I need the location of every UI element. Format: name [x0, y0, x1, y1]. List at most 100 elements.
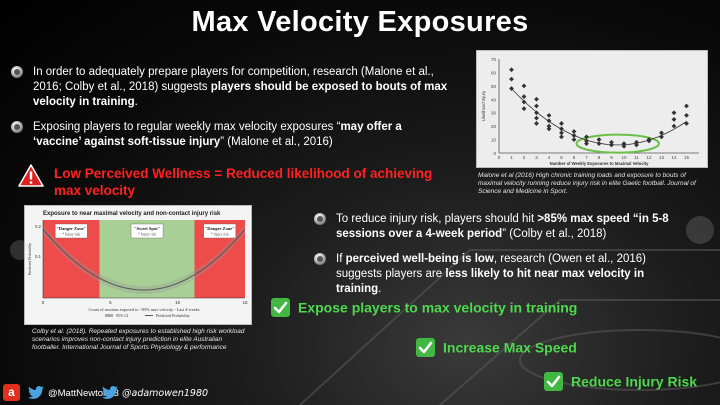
- confidence-band: [43, 225, 245, 294]
- twitter-handle-matt[interactable]: @MattNewton93: [48, 388, 119, 399]
- legend-predicted: Predicted Probability: [156, 313, 190, 318]
- y-tick-label: 50: [491, 84, 497, 89]
- x-tick-label: 14: [671, 155, 677, 160]
- y-tick-label: 30: [491, 111, 497, 116]
- x-tick-label: 2: [523, 155, 526, 160]
- zone-note: * Injury risk: [62, 233, 80, 237]
- data-point: [621, 143, 627, 149]
- data-point: [634, 142, 639, 148]
- bullet-injury-risk: To reduce injury risk, players should hi…: [314, 212, 676, 242]
- legend-ci: 95% CI: [116, 313, 129, 318]
- y-axis-label: Likelihood Injury: [481, 90, 486, 121]
- x-tick-label: 5: [109, 300, 112, 305]
- data-point: [509, 76, 514, 82]
- twitter-handle-adam[interactable]: @adamowen1980: [122, 388, 209, 399]
- data-point: [659, 130, 664, 136]
- checkmark-icon: [544, 372, 563, 391]
- zone-label: "Danger Zone": [205, 226, 235, 231]
- x-tick-label: 11: [634, 155, 639, 160]
- data-point: [684, 103, 689, 109]
- x-tick-label: 1: [510, 155, 513, 160]
- data-point: [559, 134, 564, 140]
- data-point: [559, 121, 564, 126]
- bullet-icon: [314, 253, 326, 265]
- zone-label-box: [55, 223, 88, 239]
- wellness-warning: Low Perceived Wellness = Reduced likelih…: [54, 166, 433, 198]
- optimal-zone-highlight: [575, 133, 660, 154]
- bullet-research: In order to adequately prepare players f…: [11, 65, 453, 110]
- bullet-wellbeing: If perceived well-being is low, research…: [314, 252, 676, 297]
- footer-credits: a @MattNewton93 @adamowen1980: [0, 384, 360, 404]
- data-point: [671, 110, 677, 116]
- data-point: [571, 137, 577, 142]
- data-point: [521, 106, 527, 112]
- zone-label-box: [203, 223, 236, 239]
- x-tick-label: 0: [42, 300, 45, 305]
- legend-ci-swatch: [105, 314, 113, 317]
- data-point: [659, 134, 664, 140]
- zone-label: "Sweet Spot": [134, 226, 160, 231]
- zone-note: * Injury risk: [138, 233, 156, 237]
- bullet-vaccine: Exposing players to regular weekly max v…: [11, 120, 443, 150]
- data-point: [509, 86, 514, 91]
- data-point: [534, 121, 539, 126]
- data-point: [596, 137, 602, 142]
- zone-label-box: [130, 223, 164, 239]
- y-tick-label: 60: [491, 70, 497, 75]
- twitter-icon: [102, 386, 118, 399]
- warning-icon: [18, 164, 44, 187]
- caption-malone: Malone et al (2016) High chronic trainin…: [478, 172, 696, 195]
- y-axis-label: Predicted Probability: [28, 243, 32, 275]
- data-point: [584, 134, 589, 140]
- zone-note: * Injury risk: [211, 233, 229, 237]
- x-tick-label: 15: [242, 300, 248, 305]
- x-axis-label: Count of sessions exposed to >85% max ve…: [88, 307, 199, 312]
- bullet-icon: [11, 66, 23, 78]
- data-point: [671, 123, 677, 129]
- data-point: [646, 138, 652, 144]
- data-point: [546, 113, 552, 118]
- x-tick-label: 5: [560, 155, 563, 160]
- twitter-icon: [28, 386, 44, 399]
- check-increase-max-speed: Increase Max Speed: [416, 338, 577, 358]
- data-point: [546, 118, 552, 124]
- x-tick-label: 12: [646, 155, 652, 160]
- y-tick-label: 20: [491, 124, 497, 129]
- data-point: [621, 141, 627, 146]
- zone-label: "Danger Zone": [56, 226, 86, 231]
- x-tick-label: 13: [659, 155, 665, 160]
- data-point: [521, 94, 527, 99]
- x-tick-label: 9: [610, 155, 613, 160]
- y-tick-label: 0.1: [35, 254, 41, 259]
- x-tick-label: 8: [598, 155, 601, 160]
- check-reduce-injury-risk: Reduce Injury Risk: [544, 372, 697, 392]
- caption-colby: Colby et al. (2018). Repeated exposures …: [32, 328, 245, 351]
- data-point: [684, 121, 689, 126]
- data-point: [546, 126, 552, 132]
- data-point: [671, 117, 677, 122]
- x-tick-label: 10: [175, 300, 181, 305]
- x-axis-label: Number of Weekly Exposures to Maximal Ve…: [550, 161, 649, 166]
- x-tick-label: 4: [548, 155, 551, 160]
- data-point: [534, 115, 539, 121]
- data-point: [684, 113, 689, 118]
- check-expose-max-velocity: Expose players to max velocity in traini…: [271, 298, 577, 318]
- y-tick-label: 0: [493, 151, 496, 156]
- checkmark-icon: [416, 338, 435, 357]
- data-point: [546, 123, 552, 129]
- data-point: [571, 129, 577, 134]
- colby-risk-figure: Exposure to near maximal velocity and no…: [24, 205, 252, 325]
- x-tick-label: 7: [585, 155, 588, 160]
- x-tick-label: 6: [573, 155, 576, 160]
- data-point: [534, 110, 539, 116]
- y-tick-label: 70: [491, 57, 497, 62]
- chart-title: Exposure to near maximal velocity and no…: [43, 211, 221, 217]
- y-tick-label: 10: [491, 138, 497, 143]
- x-tick-label: 3: [535, 155, 538, 160]
- data-point: [534, 96, 539, 102]
- malone-scatter-figure: 0 10 20 30 40 50 60 70 0 1 2 3 4 5 6 7 8 9 10 11 12 13 14 15 Num…: [476, 50, 708, 168]
- data-point: [559, 130, 564, 136]
- predicted-probability-line: [42, 228, 246, 291]
- data-point: [571, 133, 577, 138]
